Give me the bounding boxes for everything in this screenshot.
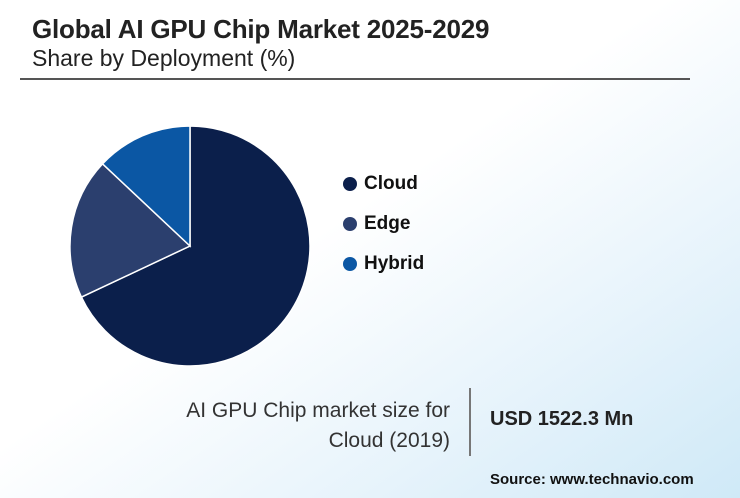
callout-divider — [469, 388, 471, 456]
pie-slice-edge — [69, 162, 192, 299]
legend-item-edge: Edge — [343, 212, 424, 236]
legend-item-cloud: Cloud — [343, 172, 424, 196]
legend-label-hybrid: Hybrid — [364, 253, 425, 274]
legend-swatch-cloud — [343, 177, 357, 191]
legend-label-edge: Edge — [364, 213, 411, 234]
legend-swatch-edge — [343, 217, 357, 231]
chart-subtitle: Share by Deployment (%) — [32, 45, 296, 71]
market-size-label: AI GPU Chip market size for Cloud (2019) — [186, 399, 450, 452]
title-divider — [20, 78, 690, 80]
pie-chart — [69, 125, 311, 367]
legend: Cloud Edge Hybrid — [343, 172, 424, 292]
legend-label-cloud: Cloud — [364, 173, 418, 194]
market-size-value: USD 1522.3 Mn — [490, 408, 634, 430]
chart-title: Global AI GPU Chip Market 2025-2029 — [32, 14, 490, 44]
legend-swatch-hybrid — [343, 257, 357, 271]
pie-slice-cloud — [80, 125, 311, 367]
pie-slice-hybrid — [101, 125, 191, 248]
source-credit: Source: www.technavio.com — [490, 471, 694, 488]
legend-item-hybrid: Hybrid — [343, 252, 424, 276]
